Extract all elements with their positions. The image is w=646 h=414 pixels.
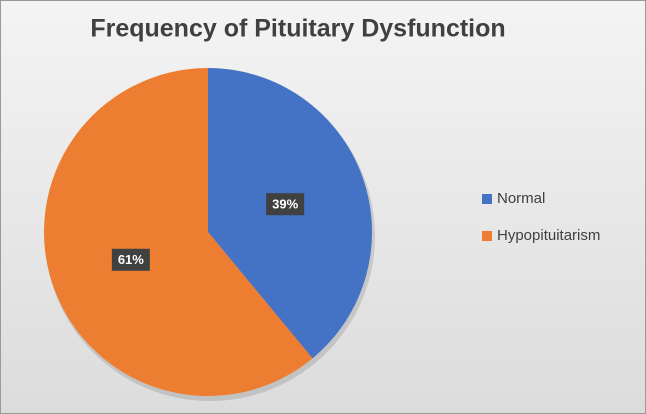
legend-swatch [482,231,492,241]
data-label-box [266,193,305,216]
chart-title: Frequency of Pituitary Dysfunction [90,15,505,43]
legend-label: Normal [497,190,545,207]
data-label: 39% [272,197,298,212]
legend-label: Hypopituitarism [497,227,600,244]
legend-swatch [482,194,492,204]
data-label: 61% [118,252,144,267]
data-label-box [111,248,150,271]
pie-slice [43,68,313,396]
